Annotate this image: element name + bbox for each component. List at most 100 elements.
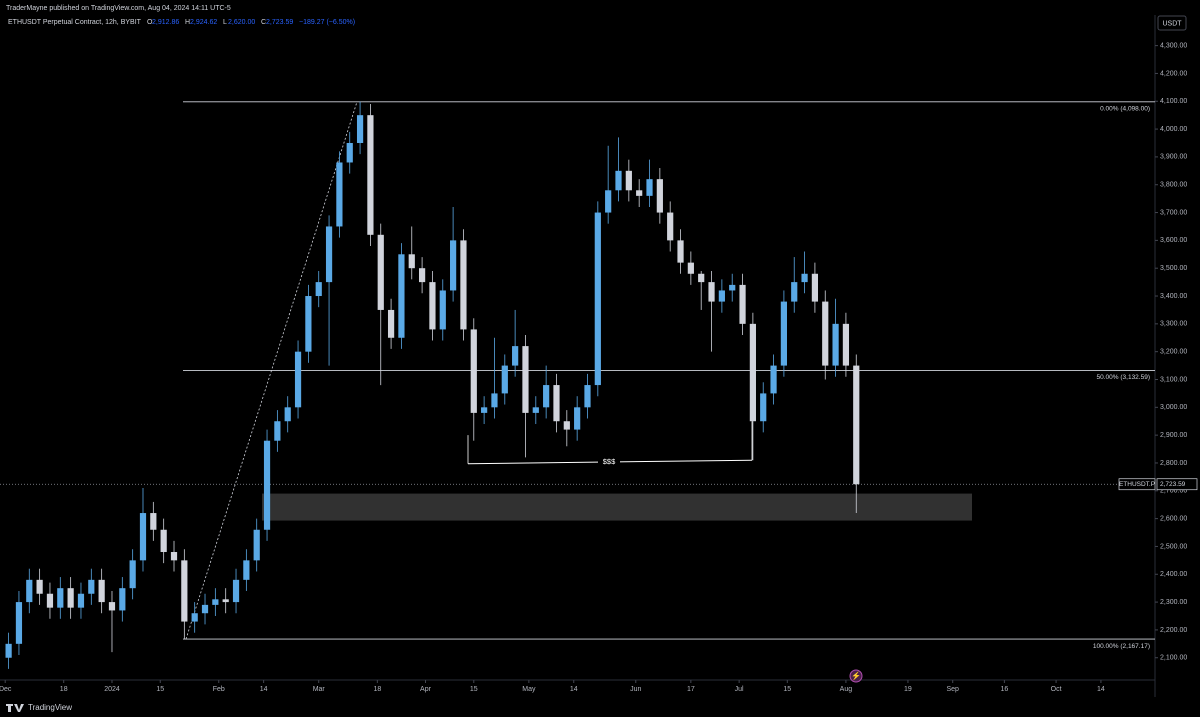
currency-label: USDT (1162, 20, 1182, 27)
trend-line (185, 101, 358, 640)
event-icon[interactable] (849, 669, 863, 683)
candle-body (170, 552, 178, 561)
ohlc-legend: O 2,912.86 H 2,924.62 L 2,620.00 C 2,723.59 −189… (147, 19, 355, 26)
candle-body (26, 579, 33, 603)
candle-body (232, 579, 240, 603)
candle-body (212, 599, 219, 605)
candle-body (625, 170, 632, 191)
x-tick-label: Mar (313, 686, 326, 693)
candle-body (656, 179, 663, 213)
y-tick-label: 2,800.00 (1160, 460, 1187, 467)
candle-body (729, 284, 736, 291)
legend-value: 2,912.86 (152, 19, 179, 26)
candle-body (522, 346, 529, 413)
y-tick-label: 2,700.00 (1160, 488, 1187, 495)
logo (6, 704, 24, 712)
symbol-tag-label: ETHUSDT.P (1119, 481, 1155, 488)
candle-body (346, 142, 353, 163)
candle-body (274, 421, 281, 441)
candle-body (139, 513, 147, 561)
candle-body (150, 513, 157, 530)
fib-label: 0.00% (4,098.00) (1100, 106, 1150, 113)
candle-body (563, 421, 570, 430)
candle-body (512, 346, 519, 366)
candle-body (532, 407, 539, 413)
candle-body (294, 351, 302, 408)
liquidity-label: $$$ (603, 457, 616, 466)
symbol-title: ETHUSDT Perpetual Contract, 12h, BYBIT (8, 19, 142, 26)
candle-body (636, 190, 643, 196)
x-tick-label: 14 (1097, 686, 1105, 693)
y-tick-label: 3,600.00 (1160, 237, 1187, 244)
candle-body (574, 407, 581, 430)
x-tick-label: 15 (156, 686, 164, 693)
candle-body (770, 365, 777, 394)
y-tick-label: 3,200.00 (1160, 349, 1187, 356)
liquidity-label-bg (598, 456, 620, 467)
candle-body (160, 529, 167, 553)
candle-body (439, 290, 446, 330)
y-tick-label: 2,600.00 (1160, 515, 1187, 522)
candle-body (553, 385, 560, 422)
candle-body (263, 440, 271, 530)
x-tick-label: 14 (260, 686, 268, 693)
legend-key: H (185, 19, 190, 26)
candle-body (36, 579, 43, 594)
candle-body (842, 323, 850, 366)
candle-body (119, 588, 126, 611)
candle-body (646, 179, 653, 196)
candle-body (181, 560, 188, 622)
candle-body (677, 240, 684, 263)
candle-body (791, 282, 798, 302)
candle-body (315, 282, 322, 297)
currency-box (1157, 15, 1187, 31)
fib-label: 50.00% (3,132.59) (1097, 374, 1150, 381)
y-tick-label: 4,100.00 (1160, 98, 1187, 105)
x-tick-label: Apr (420, 686, 432, 693)
y-tick-label: 3,300.00 (1160, 321, 1187, 328)
price-tag (1156, 478, 1198, 491)
legend-value: 2,620.00 (228, 19, 255, 26)
x-tick-label: May (522, 686, 536, 693)
candle-body (718, 290, 725, 302)
candle-body (5, 643, 12, 658)
candle-body (408, 254, 415, 269)
y-tick-label: 2,400.00 (1160, 571, 1187, 578)
y-tick-label: 3,500.00 (1160, 265, 1187, 272)
footer (0, 697, 1200, 717)
candle-body (687, 262, 694, 274)
candle-body (749, 323, 756, 422)
y-tick-label: 4,000.00 (1160, 126, 1187, 133)
y-tick-label: 3,400.00 (1160, 293, 1187, 300)
y-tick-label: 3,900.00 (1160, 154, 1187, 161)
legend-value: −189.27 (−6.50%) (299, 19, 355, 26)
candle-body (356, 115, 364, 143)
x-tick-label: Aug (840, 686, 853, 693)
candle-body (284, 407, 291, 422)
fib-label: 100.00% (2,167.17) (1093, 643, 1150, 650)
candle-body (491, 393, 498, 408)
x-tick-label: 14 (570, 686, 578, 693)
x-tick-label: 19 (904, 686, 912, 693)
candle-body (501, 365, 508, 394)
y-tick-label: 4,200.00 (1160, 70, 1187, 77)
candle-body (418, 268, 426, 283)
y-tick-label: 4,300.00 (1160, 42, 1187, 49)
candle-body (129, 560, 136, 589)
candle-body (667, 212, 674, 241)
x-tick-label: 15 (783, 686, 791, 693)
published: TraderMayne published on TradingView.com… (6, 5, 231, 12)
legend-key: O (147, 19, 153, 26)
y-tick-label: 2,900.00 (1160, 432, 1187, 439)
candle-body (584, 385, 591, 408)
candle-body (77, 593, 85, 608)
x-tick-label: 17 (687, 686, 695, 693)
y-tick-label: 3,000.00 (1160, 404, 1187, 411)
candle-body (822, 301, 829, 366)
candle-body (460, 240, 467, 330)
candle-body (88, 579, 95, 594)
candle-body (57, 588, 64, 608)
candle-body (336, 162, 343, 227)
candle-body (543, 385, 550, 408)
